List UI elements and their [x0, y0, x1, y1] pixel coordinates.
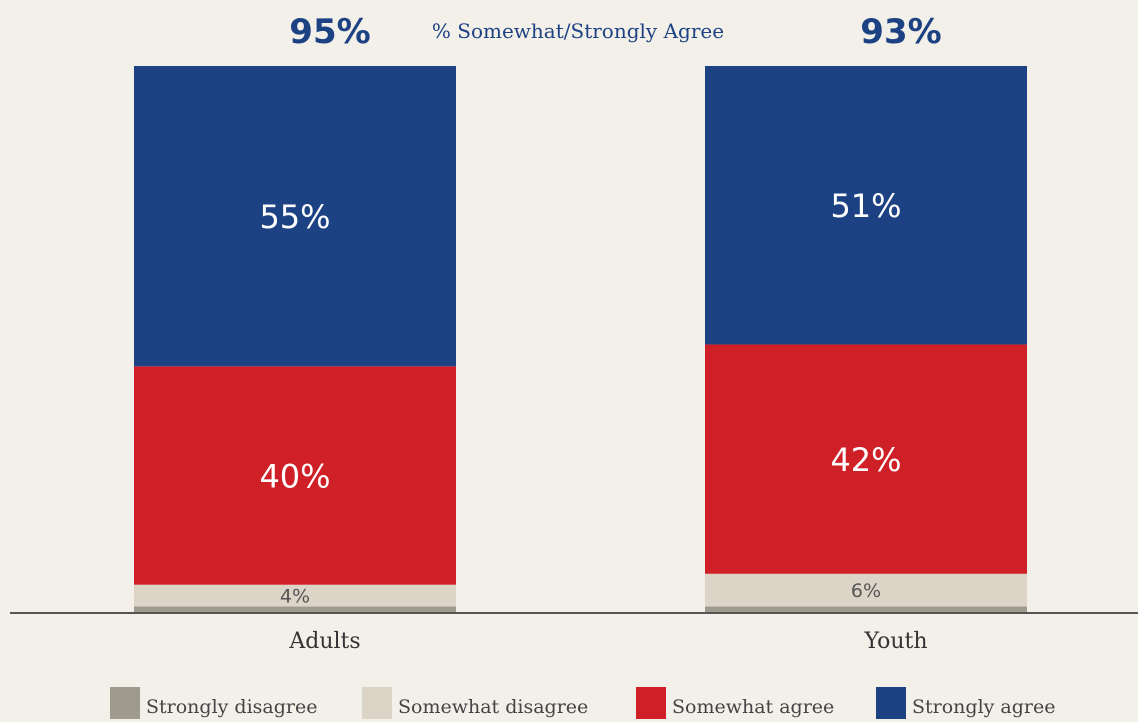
bar-segment-youth-somewhat-agree	[705, 344, 1027, 574]
total-label-youth: 93%	[860, 12, 941, 52]
chart-title: % Somewhat/Strongly Agree	[432, 19, 724, 43]
labels-group: 4% 40% 55% 95% Adults 6% 42% 51% 93% Youth	[259, 12, 941, 654]
category-label-adults: Adults	[288, 629, 360, 654]
legend-label-strongly-agree: Strongly agree	[912, 696, 1055, 718]
data-label-youth-somewhat-disagree: 6%	[851, 580, 881, 602]
legend-label-somewhat-disagree: Somewhat disagree	[398, 696, 588, 718]
bar-segment-adults-somewhat-disagree	[134, 584, 456, 607]
legend: Strongly disagree Somewhat disagree Somewh…	[110, 687, 1055, 719]
data-label-adults-somewhat-disagree: 4%	[280, 586, 310, 608]
category-label-youth: Youth	[863, 629, 927, 654]
bar-segment-adults-somewhat-agree	[134, 366, 456, 585]
legend-swatch-somewhat-agree	[636, 687, 666, 719]
data-label-adults-somewhat-agree: 40%	[259, 458, 330, 496]
bar-segment-adults-strongly-disagree	[134, 606, 456, 612]
legend-swatch-strongly-agree	[876, 687, 906, 719]
bar-segment-youth-strongly-disagree	[705, 606, 1027, 612]
bars-group	[134, 66, 1027, 612]
data-label-youth-strongly-agree: 51%	[830, 187, 901, 225]
legend-swatch-somewhat-disagree	[362, 687, 392, 719]
legend-swatch-strongly-disagree	[110, 687, 140, 719]
data-label-adults-strongly-agree: 55%	[259, 198, 330, 236]
data-label-youth-somewhat-agree: 42%	[830, 441, 901, 479]
legend-label-strongly-disagree: Strongly disagree	[146, 696, 317, 718]
bar-segment-adults-strongly-agree	[134, 66, 456, 367]
legend-label-somewhat-agree: Somewhat agree	[672, 696, 834, 718]
bar-segment-youth-strongly-agree	[705, 66, 1027, 345]
bar-segment-youth-somewhat-disagree	[705, 573, 1027, 607]
total-label-adults: 95%	[289, 12, 370, 52]
